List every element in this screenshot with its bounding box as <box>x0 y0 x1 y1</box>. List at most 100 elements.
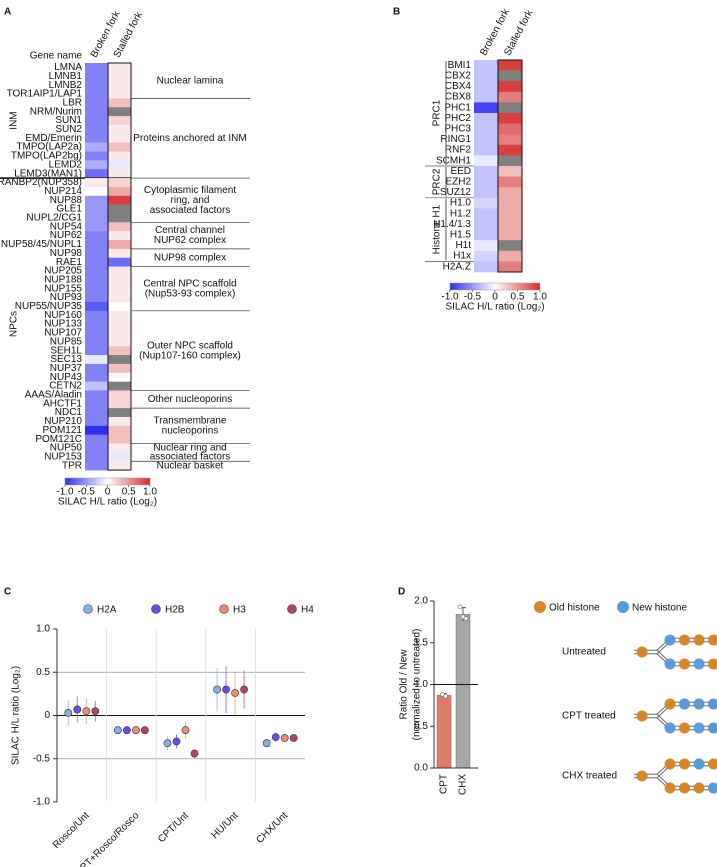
group-label: Outer NPC scaffold <box>147 340 233 351</box>
heat-cell <box>108 372 131 382</box>
histone <box>708 658 717 670</box>
heat-cell <box>474 102 498 114</box>
y-tick-label: 0.0 <box>414 763 428 774</box>
group-label: Central channel <box>155 225 225 236</box>
heat-cell <box>498 70 522 82</box>
heat-cell <box>108 178 131 188</box>
heat-cell <box>108 461 131 471</box>
heat-cell <box>108 160 131 170</box>
heat-cell <box>85 204 108 214</box>
heat-cell <box>85 372 108 382</box>
row-label: EMD/Emerin <box>25 133 82 144</box>
row-label: NUP55/NUP35 <box>15 301 83 312</box>
heat-cell <box>108 124 131 135</box>
heat-cell <box>85 213 108 223</box>
row-label: H1.5 <box>450 230 472 241</box>
heat-cell <box>108 231 131 241</box>
heat-cell <box>498 102 522 114</box>
group-label: Other nucleoporins <box>148 394 233 405</box>
row-label: NUP54 <box>50 221 83 232</box>
heat-cell <box>498 176 522 188</box>
dot <box>82 707 91 716</box>
row-label: AAAS/Aladin <box>25 390 82 401</box>
heat-cell <box>108 63 131 73</box>
heat-cell <box>85 452 108 462</box>
heat-cell <box>474 208 498 220</box>
heat-cell <box>108 71 131 81</box>
heat-cell <box>108 142 131 152</box>
heat-cell <box>85 346 108 356</box>
heat-cell <box>498 229 522 241</box>
heat-cell <box>85 337 108 347</box>
heat-cell <box>85 116 108 126</box>
column-outline <box>497 59 523 273</box>
histone <box>679 722 690 734</box>
heat-cell <box>85 133 108 143</box>
dot <box>163 739 172 748</box>
y-tick-label: 2.0 <box>414 596 428 607</box>
heat-cell <box>108 204 131 214</box>
heat-cell <box>108 452 131 462</box>
heat-cell <box>108 151 131 161</box>
row-label: NUP133 <box>44 319 82 330</box>
row-label: NUP214 <box>44 186 82 197</box>
heat-cell <box>498 113 522 124</box>
heat-cell <box>85 417 108 427</box>
y-tick-label: 0 <box>44 710 50 721</box>
condition-label: CPT treated <box>562 711 616 722</box>
heat-cell <box>108 381 131 391</box>
heat-cell <box>108 116 131 126</box>
heat-cell <box>108 310 131 320</box>
heat-cell <box>108 355 131 365</box>
row-label: NRM/Nurim <box>30 106 82 117</box>
dot <box>64 709 73 717</box>
heat-cell <box>474 187 498 199</box>
row-label: TPR <box>62 460 82 471</box>
histone <box>664 634 676 646</box>
dot <box>240 685 248 694</box>
row-label: NUP58/45/NUPL1 <box>1 239 83 250</box>
histone <box>679 782 690 794</box>
row-label: H1.2 <box>450 208 472 219</box>
row-label: SEH1L <box>50 345 82 356</box>
y-axis-label: Ratio Old / New <box>399 649 410 720</box>
heat-cell <box>85 443 108 453</box>
x-tick-label: CPT <box>439 774 450 794</box>
heat-cell <box>108 284 131 294</box>
heat-cell <box>108 80 131 90</box>
row-label: LBR <box>63 97 82 108</box>
row-label: CBX2 <box>445 71 472 82</box>
row-label: NUP153 <box>44 451 82 462</box>
heat-cell <box>108 443 131 453</box>
group-label: associated factors <box>150 451 231 462</box>
heat-cell <box>85 107 108 117</box>
panel-letter: A <box>4 7 11 18</box>
heat-cell <box>85 390 108 400</box>
histone <box>664 698 676 710</box>
heat-cell <box>85 310 108 320</box>
row-label: NUP62 <box>50 230 83 241</box>
group-label: (Nup107-160 complex) <box>139 350 241 361</box>
histone <box>636 646 648 658</box>
heat-cell <box>108 248 131 258</box>
group-label: NUP62 complex <box>154 235 226 246</box>
row-label: NUPL2/CG1 <box>26 213 82 224</box>
heat-cell <box>85 248 108 258</box>
histone <box>693 782 705 794</box>
dot <box>123 726 131 735</box>
heat-cell <box>85 142 108 152</box>
heat-cell <box>108 293 131 303</box>
dot <box>222 685 230 694</box>
panel-letter: C <box>4 587 11 598</box>
heat-cell <box>108 240 131 250</box>
dot <box>190 749 199 758</box>
heat-cell <box>85 408 108 418</box>
row-label: CBX8 <box>445 92 472 103</box>
row-label: NUP188 <box>44 274 82 285</box>
heat-cell <box>85 124 108 135</box>
group-label: NUP98 complex <box>154 252 226 263</box>
histone <box>693 658 705 670</box>
heat-cell <box>85 71 108 81</box>
colorbar-tick-label: 0.5 <box>511 292 525 303</box>
